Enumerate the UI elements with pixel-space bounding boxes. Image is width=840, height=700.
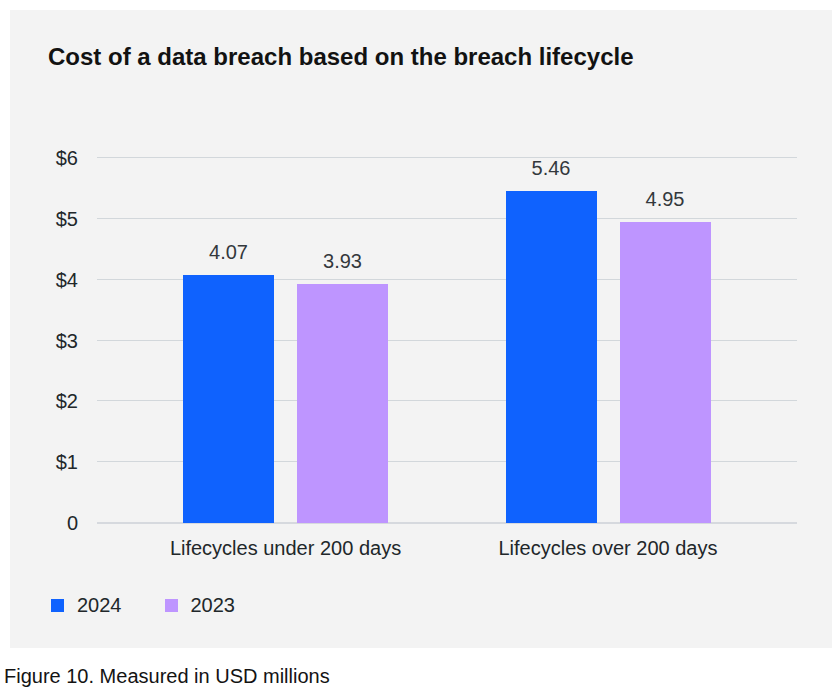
- bar-value-label: 3.93: [323, 251, 362, 271]
- chart-legend: 2024 2023: [51, 594, 235, 617]
- chart-card: Cost of a data breach based on the breac…: [10, 10, 832, 648]
- bar-value-label: 5.46: [532, 158, 571, 178]
- y-tick-label: $5: [56, 208, 78, 230]
- bar-value-label: 4.95: [646, 189, 685, 209]
- page: Cost of a data breach based on the breac…: [0, 0, 840, 700]
- y-tick-label: $3: [56, 330, 78, 352]
- y-tick-label: 0: [67, 512, 78, 534]
- y-tick-label: $2: [56, 390, 78, 412]
- legend-item-2023: 2023: [165, 594, 236, 617]
- legend-label-2024: 2024: [77, 594, 122, 617]
- y-tick-label: $6: [56, 147, 78, 169]
- y-axis-labels: $6$5$4$3$2$10: [38, 158, 78, 523]
- x-axis-category-label: Lifecycles under 200 days: [170, 537, 401, 560]
- gridline: [97, 218, 797, 219]
- chart-title: Cost of a data breach based on the breac…: [48, 43, 634, 71]
- x-axis-category-label: Lifecycles over 200 days: [498, 537, 717, 560]
- y-tick-label: $4: [56, 269, 78, 291]
- legend-item-2024: 2024: [51, 594, 122, 617]
- figure-caption: Figure 10. Measured in USD millions: [4, 665, 330, 688]
- legend-label-2023: 2023: [191, 594, 236, 617]
- bar-value-label: 4.07: [209, 242, 248, 262]
- plot-area: 4.073.93Lifecycles under 200 days5.464.9…: [97, 158, 797, 523]
- legend-swatch-2024: [51, 599, 64, 612]
- bar-2023-group1: [297, 284, 388, 523]
- bar-2024-group2: [506, 191, 597, 523]
- y-tick-label: $1: [56, 451, 78, 473]
- bar-2024-group1: [183, 275, 274, 523]
- gridline: [97, 157, 797, 158]
- legend-swatch-2023: [165, 599, 178, 612]
- bar-2023-group2: [620, 222, 711, 523]
